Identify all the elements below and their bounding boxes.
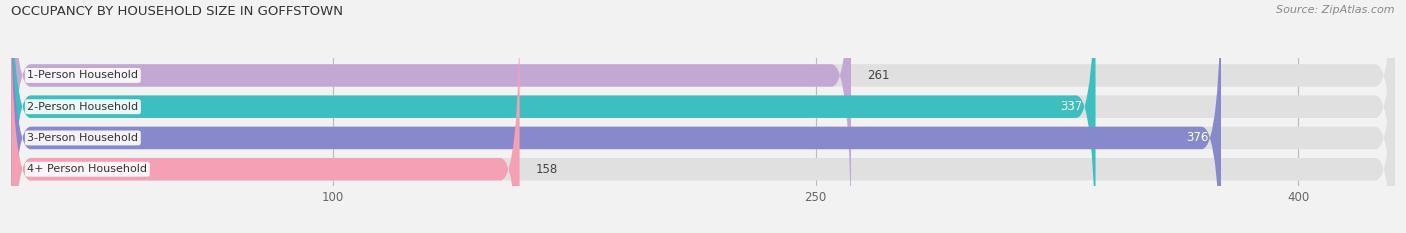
FancyBboxPatch shape — [11, 0, 1095, 233]
FancyBboxPatch shape — [11, 0, 520, 233]
FancyBboxPatch shape — [11, 0, 1395, 233]
FancyBboxPatch shape — [11, 0, 1395, 233]
Text: 2-Person Household: 2-Person Household — [27, 102, 138, 112]
Text: 1-Person Household: 1-Person Household — [27, 70, 138, 80]
Text: 158: 158 — [536, 163, 558, 176]
Text: 3-Person Household: 3-Person Household — [27, 133, 138, 143]
Text: OCCUPANCY BY HOUSEHOLD SIZE IN GOFFSTOWN: OCCUPANCY BY HOUSEHOLD SIZE IN GOFFSTOWN — [11, 5, 343, 18]
Text: 4+ Person Household: 4+ Person Household — [27, 164, 148, 174]
FancyBboxPatch shape — [11, 0, 851, 233]
Text: Source: ZipAtlas.com: Source: ZipAtlas.com — [1277, 5, 1395, 15]
FancyBboxPatch shape — [11, 0, 1220, 233]
FancyBboxPatch shape — [11, 0, 1395, 233]
FancyBboxPatch shape — [11, 0, 1395, 233]
Text: 261: 261 — [868, 69, 890, 82]
Text: 337: 337 — [1060, 100, 1083, 113]
Text: 376: 376 — [1185, 131, 1208, 144]
